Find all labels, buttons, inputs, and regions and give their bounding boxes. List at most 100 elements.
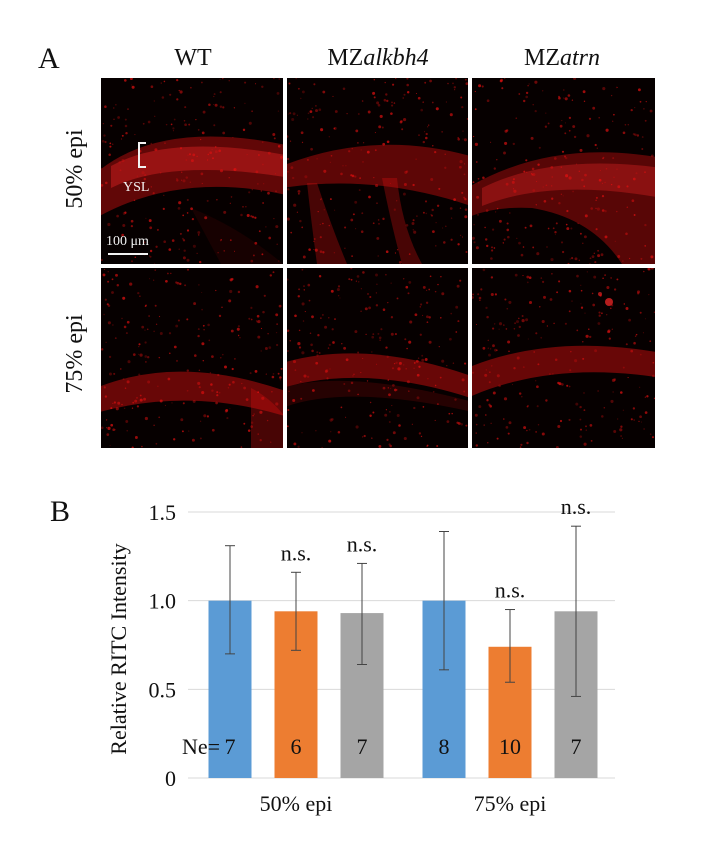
micrograph-speckle	[644, 411, 648, 414]
micrograph-speckle	[190, 86, 192, 89]
micrograph-speckle	[591, 292, 594, 295]
micrograph-speckle	[101, 426, 104, 430]
micrograph-speckle	[385, 93, 388, 96]
micrograph-speckle	[207, 153, 210, 156]
micrograph-speckle	[547, 122, 550, 125]
micrograph-speckle	[426, 315, 429, 319]
micrograph-speckle	[177, 207, 181, 210]
micrograph-speckle	[202, 359, 205, 362]
micrograph-speckle	[392, 83, 395, 86]
micrograph-speckle	[262, 202, 264, 204]
micrograph-speckle	[185, 159, 188, 161]
micrograph-speckle	[578, 170, 580, 172]
micrograph-speckle	[408, 253, 411, 255]
micrograph-speckle	[503, 151, 506, 155]
micrograph-speckle	[279, 376, 282, 379]
micrograph-speckle	[435, 245, 437, 247]
micrograph-wt-75-epi	[101, 268, 283, 448]
micrograph-speckle	[114, 241, 116, 243]
micrograph-speckle	[201, 81, 203, 84]
column-label-wt-text: WT	[174, 45, 212, 71]
micrograph-speckle	[188, 153, 192, 156]
micrograph-speckle	[136, 397, 138, 399]
micrograph-atrn-75-epi	[472, 268, 655, 448]
micrograph-speckle	[627, 377, 629, 379]
micrograph-speckle	[154, 115, 156, 117]
micrograph-speckle	[215, 289, 217, 292]
micrograph-speckle	[431, 101, 434, 104]
micrograph-speckle	[272, 373, 275, 375]
micrograph-speckle	[236, 327, 240, 331]
micrograph-speckle	[350, 218, 354, 222]
micrograph-speckle	[579, 148, 583, 152]
micrograph-speckle	[248, 121, 252, 125]
micrograph-speckle	[402, 192, 406, 196]
micrograph-speckle	[298, 192, 300, 195]
micrograph-speckle	[633, 341, 636, 345]
micrograph-speckle	[613, 288, 617, 291]
micrograph-speckle	[129, 282, 133, 286]
micrograph-speckle	[405, 367, 407, 370]
micrograph-speckle	[518, 317, 520, 320]
micrograph-speckle	[181, 430, 184, 433]
micrograph-speckle	[350, 268, 353, 270]
micrograph-speckle	[287, 350, 289, 352]
micrograph-speckle	[355, 280, 358, 282]
micrograph-speckle	[546, 246, 548, 248]
micrograph-speckle	[257, 391, 260, 394]
micrograph-speckle	[213, 93, 216, 96]
micrograph-speckle	[554, 358, 558, 362]
micrograph-speckle	[436, 403, 439, 406]
micrograph-speckle	[277, 372, 280, 375]
micrograph-speckle	[573, 78, 577, 80]
micrograph-speckle	[475, 323, 478, 326]
micrograph-speckle	[203, 329, 205, 331]
micrograph-speckle	[540, 277, 543, 279]
micrograph-speckle	[447, 82, 449, 85]
micrograph-speckle	[393, 102, 396, 104]
micrograph-speckle	[261, 141, 264, 143]
micrograph-speckle	[365, 333, 367, 336]
micrograph-speckle	[124, 211, 127, 214]
scale-bar	[108, 253, 148, 255]
micrograph-speckle	[162, 207, 165, 211]
micrograph-speckle	[116, 214, 119, 218]
micrograph-speckle	[168, 248, 172, 251]
micrograph-speckle	[574, 359, 578, 363]
micrograph-speckle	[123, 79, 127, 82]
micrograph-speckle	[298, 329, 301, 332]
micrograph-speckle	[287, 425, 289, 428]
chart-grid	[188, 511, 615, 779]
micrograph-speckle	[652, 374, 655, 378]
micrograph-speckle	[490, 348, 492, 350]
micrograph-speckle	[488, 381, 491, 384]
micrograph-speckle	[563, 97, 565, 99]
micrograph-speckle	[297, 189, 301, 193]
micrograph-speckle	[464, 198, 467, 201]
micrograph-speckle	[513, 189, 517, 193]
micrograph-speckle	[355, 228, 357, 230]
micrograph-speckle	[502, 242, 504, 244]
micrograph-speckle	[404, 170, 408, 174]
micrograph-speckle	[160, 82, 162, 84]
micrograph-speckle	[333, 126, 337, 130]
micrograph-speckle	[491, 365, 493, 367]
micrograph-speckle	[173, 438, 176, 441]
micrograph-speckle	[250, 421, 254, 424]
micrograph-speckle	[522, 275, 524, 277]
micrograph-speckle	[115, 273, 118, 277]
micrograph-speckle	[315, 109, 318, 113]
micrograph-speckle	[342, 87, 346, 91]
micrograph-speckle	[121, 233, 125, 237]
micrograph-speckle	[134, 256, 137, 258]
micrograph-speckle	[101, 140, 105, 143]
micrograph-speckle	[345, 165, 347, 167]
micrograph-speckle	[119, 169, 122, 172]
micrograph-speckle	[537, 424, 540, 426]
micrograph-speckle	[197, 234, 200, 236]
micrograph-speckle	[300, 97, 302, 100]
micrograph-speckle	[552, 227, 555, 230]
micrograph-speckle	[117, 116, 120, 119]
micrograph-speckle	[293, 442, 297, 446]
